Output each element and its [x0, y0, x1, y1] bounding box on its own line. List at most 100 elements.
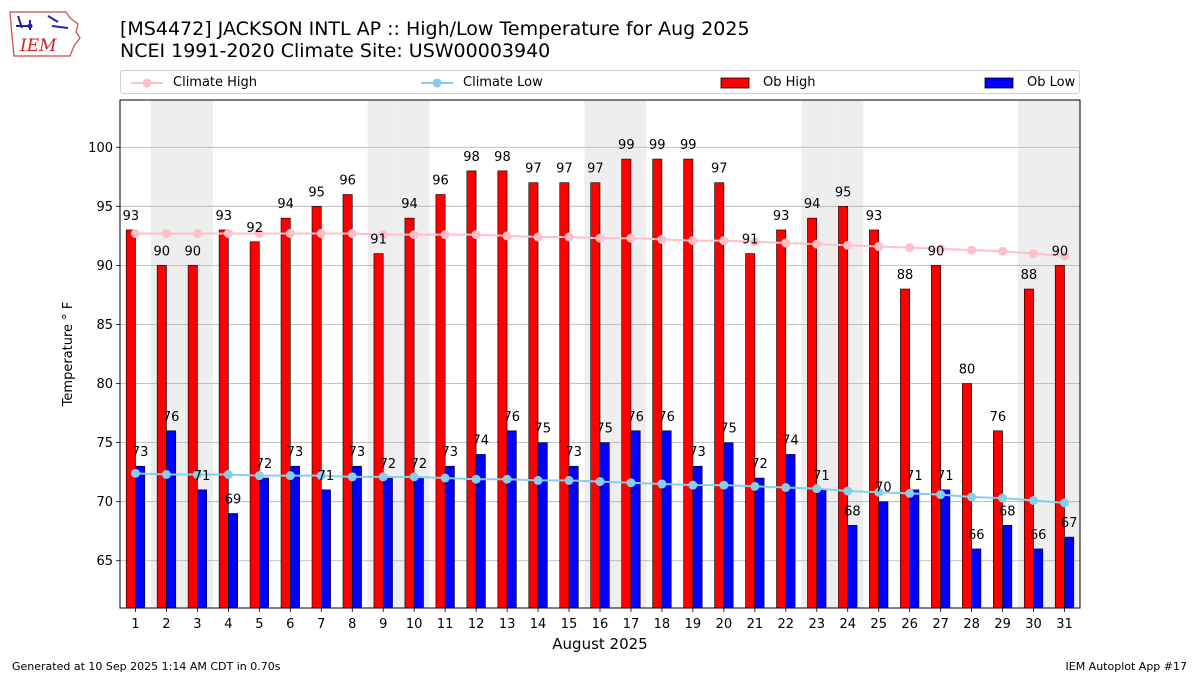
ob-low-label-day-22: 74 [782, 433, 799, 448]
legend-label-climate-low: Climate Low [463, 75, 543, 90]
ob-high-label-day-7: 95 [308, 185, 325, 200]
ob-low-label-day-19: 73 [689, 445, 706, 460]
ob-high-label-day-23: 94 [804, 197, 821, 212]
chart-subtitle: NCEI 1991-2020 Climate Site: USW00003940 [120, 40, 551, 62]
ob-high-label-day-10: 94 [401, 197, 418, 212]
ob-high-label-day-8: 96 [339, 174, 356, 189]
climate-low-point-day-11 [440, 473, 450, 483]
ob-low-label-day-23: 71 [813, 469, 830, 484]
ob-high-bar-day-18 [652, 158, 663, 609]
ob-high-bar-day-26 [900, 288, 910, 609]
x-tick-label-14: 14 [530, 617, 547, 632]
ob-low-bar-day-3 [197, 489, 208, 609]
x-tick-label-30: 30 [1025, 617, 1042, 632]
climate-low-point-day-18 [657, 479, 667, 489]
ob-high-label-day-6: 94 [277, 197, 294, 212]
climate-high-point-day-19 [688, 236, 698, 246]
iowa-state-outline [9, 11, 81, 57]
climate-high-point-day-26 [905, 243, 915, 253]
ob-low-label-day-5: 72 [256, 457, 273, 472]
ob-low-bar-day-17 [630, 430, 641, 609]
ob-high-bar-day-4 [218, 229, 229, 609]
climate-low-point-day-28 [967, 492, 977, 502]
ob-low-bar-day-27 [940, 489, 951, 609]
ob-high-bar-day-15 [559, 182, 570, 609]
ob-high-bar-day-25 [869, 229, 880, 609]
climate-high-point-day-30 [1029, 249, 1039, 259]
climate-high-point-day-17 [626, 233, 636, 243]
x-tick-label-18: 18 [654, 617, 671, 632]
y-tick-label-80: 80 [96, 377, 113, 392]
ob-low-label-day-9: 72 [380, 457, 397, 472]
climate-low-point-day-26 [905, 488, 915, 498]
ob-high-label-day-25: 93 [866, 209, 883, 224]
ob-low-bar-day-24 [847, 525, 858, 609]
ob-high-label-day-24: 95 [835, 185, 852, 200]
ob-high-bar-day-24 [838, 206, 849, 609]
climate-high-point-day-9 [378, 230, 388, 240]
x-tick-label-16: 16 [592, 617, 609, 632]
ob-high-label-day-3: 90 [185, 244, 202, 259]
ob-low-bar-day-15 [568, 465, 579, 609]
ob-high-label-day-22: 93 [773, 209, 790, 224]
y-tick-label-100: 100 [88, 141, 113, 156]
x-tick-label-31: 31 [1056, 617, 1073, 632]
climate-low-point-day-29 [998, 493, 1008, 503]
ob-low-bar-day-11 [444, 465, 455, 609]
legend: Climate High Climate Low Ob High Ob Low [120, 70, 1080, 94]
climate-low-point-day-25 [874, 487, 884, 497]
ob-low-label-day-1: 73 [132, 445, 149, 460]
ob-high-label-day-21: 91 [742, 233, 759, 248]
climate-high-point-day-7 [316, 228, 326, 238]
ob-high-label-day-2: 90 [154, 244, 171, 259]
climate-low-point-day-22 [781, 482, 791, 492]
y-axis-label: Temperature ° F [61, 302, 76, 408]
ob-low-bar-day-22 [785, 454, 796, 609]
ob-high-label-day-31: 90 [1052, 244, 1069, 259]
ob-low-label-day-12: 74 [473, 433, 490, 448]
climate-low-point-day-23 [812, 484, 822, 494]
climate-high-point-day-10 [409, 230, 419, 240]
ob-low-bar-day-18 [661, 430, 672, 609]
ob-high-label-day-20: 97 [711, 162, 728, 177]
x-tick-label-20: 20 [716, 617, 733, 632]
climate-low-point-day-24 [843, 486, 853, 496]
climate-high-point-day-18 [657, 234, 667, 244]
ob-high-label-day-17: 99 [618, 138, 635, 153]
ob-low-label-day-28: 66 [968, 528, 985, 543]
ob-high-label-day-28: 80 [959, 363, 976, 378]
x-tick-label-4: 4 [224, 617, 232, 632]
x-tick-label-11: 11 [437, 617, 454, 632]
ob-low-bar-day-8 [351, 465, 362, 609]
ob-low-bar-day-26 [909, 489, 920, 609]
station-dot-icon [27, 23, 33, 29]
climate-low-point-day-17 [626, 478, 636, 488]
climate-high-point-day-4 [223, 228, 233, 238]
ob-high-bar-day-20 [714, 182, 725, 609]
climate-high-point-day-14 [533, 232, 543, 242]
climate-high-point-day-16 [595, 233, 605, 243]
y-tick-label-90: 90 [96, 259, 113, 274]
ob-low-label-day-14: 75 [534, 422, 551, 437]
ob-high-bar-day-7 [311, 206, 322, 609]
ob-low-label-day-17: 76 [627, 410, 644, 425]
climate-low-point-day-7 [316, 471, 326, 481]
x-tick-label-15: 15 [561, 617, 578, 632]
x-tick-label-24: 24 [839, 617, 856, 632]
climate-high-point-day-6 [285, 228, 295, 238]
ob-high-label-day-30: 88 [1021, 268, 1038, 283]
ob-high-label-day-1: 93 [123, 209, 140, 224]
x-tick-label-29: 29 [994, 617, 1011, 632]
climate-high-point-day-31 [1060, 251, 1070, 261]
ob-low-bar-day-31 [1064, 536, 1075, 609]
ob-low-label-day-16: 75 [596, 422, 613, 437]
ob-low-bar-day-7 [320, 489, 331, 609]
climate-high-point-day-21 [750, 237, 760, 247]
climate-high-point-day-20 [719, 236, 729, 246]
ob-low-bar-day-21 [754, 477, 765, 609]
climate-high-point-day-29 [998, 246, 1008, 256]
climate-high-point-day-28 [967, 245, 977, 255]
ob-high-bar-day-31 [1054, 265, 1065, 609]
ob-low-label-day-13: 76 [503, 410, 520, 425]
climate-low-point-day-19 [688, 480, 698, 490]
